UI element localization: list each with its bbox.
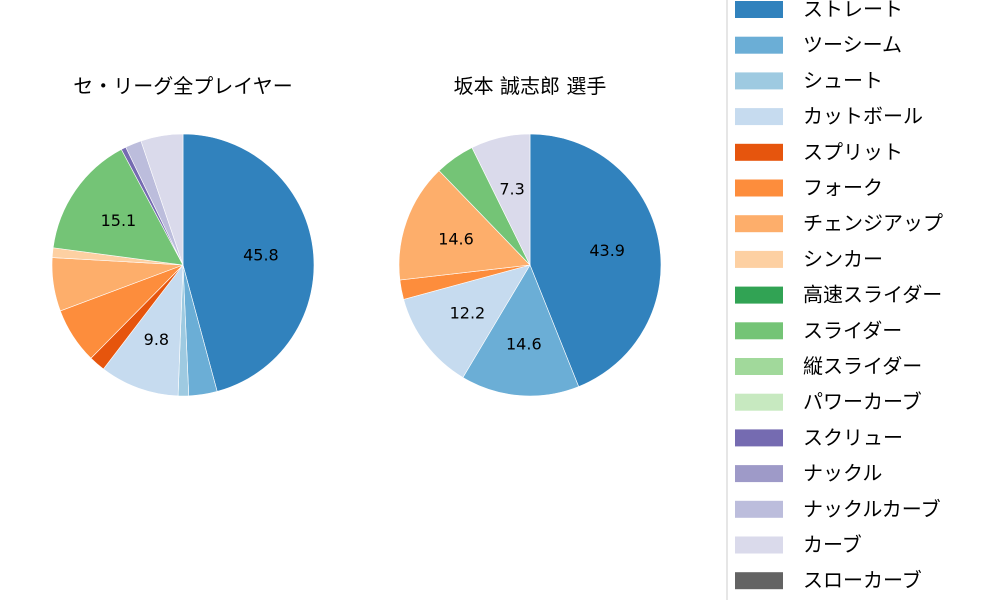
pie-slice [52,149,184,266]
legend-swatch [735,572,783,590]
pie-title: 坂本 誠志郎 選手 [454,74,607,98]
pie-slice [398,170,531,281]
pie-slice [182,133,315,392]
legend-item: パワーカーブ [735,390,922,414]
legend-item: スプリット [735,140,903,164]
legend-item: スクリュー [735,425,903,449]
legend-frame [726,0,1000,600]
legend-label: ナックル [803,461,882,485]
legend-swatch [735,179,783,197]
legend-item: ナックル [735,461,882,485]
legend-swatch [735,322,783,340]
legend-swatch [735,465,783,483]
legend-item: ナックルカーブ [735,497,941,521]
legend-item: シンカー [735,247,883,271]
pie-slice [462,264,580,397]
slice-label: 15.1 [101,211,137,230]
legend-item: スライダー [735,318,902,342]
legend-item: 縦スライダー [735,354,922,378]
legend-swatch [735,250,783,268]
slice-label: 43.9 [589,241,625,260]
legend-label: カーブ [803,533,862,557]
legend-label: ナックルカーブ [803,497,941,521]
slice-label: 12.2 [450,304,486,323]
legend-item: シュート [735,68,883,92]
pie-slice [102,264,184,397]
legend: ストレートツーシームシュートカットボールスプリットフォークチェンジアップシンカー… [726,0,1000,600]
legend-label: 高速スライダー [803,283,942,307]
legend-item: ストレート [735,0,903,21]
legend-label: スプリット [803,140,903,164]
legend-label: シンカー [803,247,883,271]
pie-1: セ・リーグ全プレイヤー 45.8 9.8 15.1 [51,74,315,397]
legend-swatch [735,358,783,375]
legend-item: 高速スライダー [735,283,942,307]
legend-label: ツーシーム [803,33,902,57]
legend-item: カットボール [735,104,923,128]
slice-label: 14.6 [506,334,542,353]
pie-2: 坂本 誠志郎 選手 43.9 14.6 12.2 14.6 7.3 [398,74,662,397]
slice-label: 45.8 [243,246,279,265]
legend-label: スライダー [803,318,902,342]
pie-slice [529,133,662,388]
pie-slice [140,133,184,266]
legend-swatch [735,215,783,233]
legend-item: チェンジアップ [735,211,943,235]
legend-label: フォーク [803,176,883,200]
legend-label: シュート [803,68,883,92]
legend-label: パワーカーブ [803,390,922,414]
pie-slice [471,133,531,266]
legend-swatch [735,72,783,90]
legend-label: ストレート [803,0,903,21]
legend-swatch [735,536,783,554]
legend-item: フォーク [735,176,883,200]
pie-slice [403,264,531,378]
legend-item: ツーシーム [735,33,902,57]
legend-label: スクリュー [803,425,903,449]
legend-label: カットボール [803,104,923,128]
legend-swatch [735,286,783,304]
slice-label: 9.8 [144,330,169,349]
slice-label: 7.3 [499,179,524,198]
legend-label: スローカーブ [803,568,922,592]
legend-item: スローカーブ [735,568,922,592]
legend-label: 縦スライダー [803,354,922,378]
legend-swatch [735,108,783,126]
slice-label: 14.6 [438,229,474,248]
legend-swatch [735,429,783,447]
legend-swatch [735,36,783,54]
legend-item: カーブ [735,533,862,557]
pie-title: セ・リーグ全プレイヤー [73,74,292,98]
legend-swatch [735,143,783,161]
legend-swatch [735,1,783,18]
legend-swatch [735,500,783,518]
legend-label: チェンジアップ [803,211,943,235]
legend-swatch [735,393,783,411]
